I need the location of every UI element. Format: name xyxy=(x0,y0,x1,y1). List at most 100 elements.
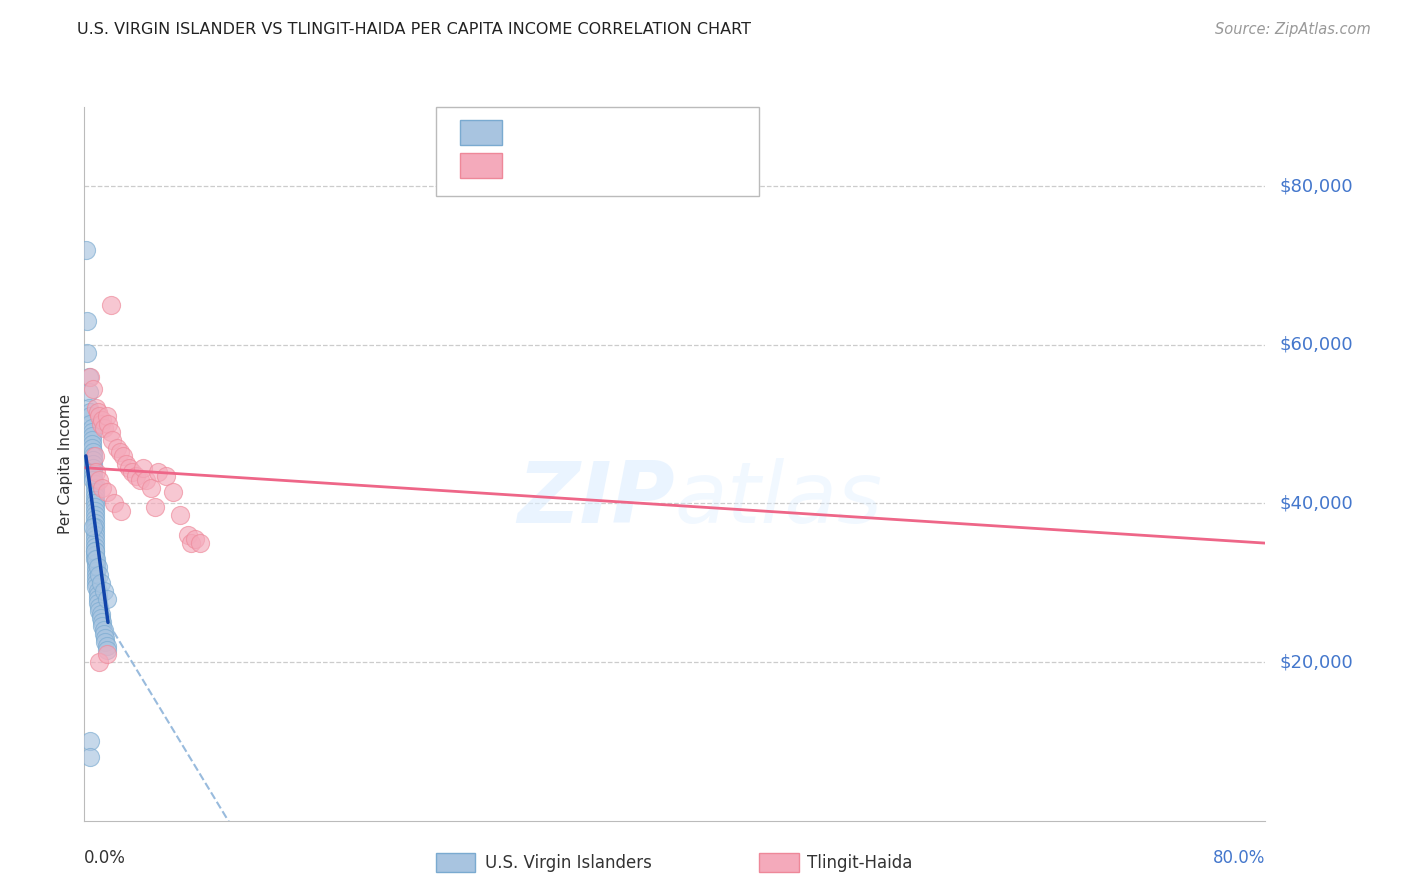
Point xyxy=(129,473,152,487)
Point xyxy=(114,457,136,471)
Point xyxy=(93,583,115,598)
Point xyxy=(96,484,118,499)
Point xyxy=(87,603,111,617)
Point xyxy=(83,532,105,546)
Point xyxy=(83,516,105,531)
Point xyxy=(121,465,143,479)
Point xyxy=(80,433,103,447)
Point xyxy=(83,512,105,526)
Point xyxy=(83,489,105,503)
Point xyxy=(100,298,122,312)
Point xyxy=(79,417,101,432)
Point xyxy=(96,591,118,606)
Point xyxy=(118,460,141,475)
Point xyxy=(84,401,107,416)
Text: 0.0%: 0.0% xyxy=(84,849,127,867)
Text: U.S. Virgin Islanders: U.S. Virgin Islanders xyxy=(485,854,652,871)
Point xyxy=(108,445,131,459)
Point xyxy=(82,457,104,471)
Point xyxy=(77,401,100,416)
Point xyxy=(83,504,105,518)
Point xyxy=(83,484,105,499)
Point xyxy=(82,445,104,459)
Point xyxy=(82,473,104,487)
Point xyxy=(90,417,112,432)
Point xyxy=(125,468,148,483)
Point xyxy=(84,580,107,594)
Text: atlas: atlas xyxy=(675,458,883,541)
Point xyxy=(87,567,111,582)
Point xyxy=(83,544,105,558)
Point xyxy=(82,468,104,483)
Point xyxy=(110,504,132,518)
Point xyxy=(87,599,111,614)
Text: R = -0.253: R = -0.253 xyxy=(516,157,613,175)
Point xyxy=(90,575,112,590)
Point xyxy=(83,544,105,558)
Point xyxy=(80,425,103,439)
Point xyxy=(83,500,105,515)
Point xyxy=(132,460,155,475)
Point xyxy=(184,532,207,546)
Point xyxy=(87,655,111,669)
Point xyxy=(82,465,104,479)
Point xyxy=(76,314,98,328)
Point xyxy=(83,540,105,554)
Point xyxy=(105,441,128,455)
Point xyxy=(148,465,170,479)
Point xyxy=(93,421,115,435)
Point xyxy=(83,520,105,534)
Point xyxy=(91,615,114,630)
Point xyxy=(96,647,118,661)
Point xyxy=(90,611,112,625)
Text: Source: ZipAtlas.com: Source: ZipAtlas.com xyxy=(1215,22,1371,37)
Text: $20,000: $20,000 xyxy=(1279,653,1353,671)
Point xyxy=(96,409,118,424)
Point xyxy=(91,413,114,427)
Point xyxy=(96,643,118,657)
Point xyxy=(83,548,105,562)
Point xyxy=(84,567,107,582)
Point xyxy=(83,492,105,507)
Point xyxy=(83,508,105,523)
Point xyxy=(86,591,108,606)
Point xyxy=(83,528,105,542)
Point xyxy=(86,588,108,602)
Point xyxy=(143,500,166,515)
Point xyxy=(86,596,108,610)
Point xyxy=(84,572,107,586)
Point xyxy=(87,473,111,487)
Point xyxy=(86,405,108,419)
Text: ZIP: ZIP xyxy=(517,458,675,541)
Point xyxy=(87,409,111,424)
Point xyxy=(86,583,108,598)
Text: 80.0%: 80.0% xyxy=(1213,849,1265,867)
Point xyxy=(91,619,114,633)
Point xyxy=(82,382,104,396)
Point xyxy=(77,385,100,400)
Point xyxy=(103,496,125,510)
Point xyxy=(169,508,191,523)
Point xyxy=(83,449,105,463)
Point xyxy=(79,405,101,419)
Point xyxy=(97,417,120,432)
Point xyxy=(82,453,104,467)
Point xyxy=(82,460,104,475)
Point xyxy=(180,536,202,550)
Text: N = 76: N = 76 xyxy=(647,124,714,142)
Point xyxy=(80,421,103,435)
Point xyxy=(80,437,103,451)
Point xyxy=(82,520,104,534)
Point xyxy=(83,552,105,566)
Point xyxy=(84,564,107,578)
Point xyxy=(91,481,114,495)
Point xyxy=(83,496,105,510)
Point xyxy=(84,560,107,574)
Point xyxy=(79,409,101,424)
Point xyxy=(79,750,101,764)
Text: $60,000: $60,000 xyxy=(1279,336,1353,354)
Point xyxy=(80,429,103,443)
Point xyxy=(76,346,98,360)
Text: Tlingit-Haida: Tlingit-Haida xyxy=(807,854,912,871)
Point xyxy=(90,607,112,622)
